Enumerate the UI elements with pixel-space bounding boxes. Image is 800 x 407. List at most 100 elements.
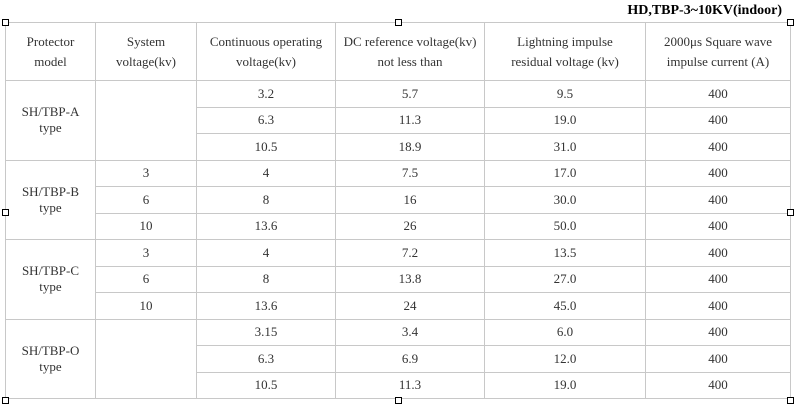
- header-cell: 2000μs Square wave impulse current (A): [645, 22, 791, 81]
- data-row: 6 8 13.8 27.0 400: [6, 265, 791, 293]
- handle: [2, 19, 9, 26]
- cell: 31.0: [484, 133, 646, 161]
- cell: 3.4: [335, 318, 485, 346]
- handle: [787, 397, 794, 404]
- title: HD,TBP-3~10KV(indoor): [627, 3, 782, 18]
- cell: 9.5: [484, 80, 646, 108]
- cell: 10.5: [196, 371, 336, 399]
- spec-table: Protector model System voltage(kv) Continuou…: [5, 22, 791, 399]
- cell-line: System: [126, 33, 166, 49]
- cell: 7.5: [335, 159, 485, 187]
- cell: 400: [645, 106, 791, 134]
- cell: 4: [196, 159, 336, 187]
- cell: 26: [335, 212, 485, 240]
- cell: 400: [645, 318, 791, 346]
- handle: [787, 19, 794, 26]
- cell-line: voltage(kv): [116, 53, 176, 69]
- handle: [395, 397, 402, 404]
- data-row: SH/TBP-B type 3 4 7.5 17.0 400: [5, 159, 791, 240]
- cell: 45.0: [484, 292, 646, 320]
- cell-line: residual voltage (kv): [511, 53, 619, 69]
- cell: 13.8: [335, 265, 485, 293]
- cell: 5.7: [335, 80, 485, 108]
- cell: 7.2: [335, 239, 485, 267]
- cell-line: Continuous operating: [209, 33, 323, 49]
- cell: 3: [95, 239, 197, 267]
- data-row: 10.5 18.9 31.0 400: [6, 133, 791, 161]
- data-row: 6.3 11.3 19.0 400: [6, 106, 791, 134]
- header-cell: DC reference voltage(kv) not less than: [335, 22, 485, 81]
- data-row: SH/TBP-O type 3.15 3.4 6.0 400: [5, 318, 791, 399]
- cell: 400: [645, 133, 791, 161]
- cell-line: SH/TBP-C: [21, 263, 80, 279]
- cell: 19.0: [484, 106, 646, 134]
- data-row: 10 13.6 26 50.0 400: [6, 212, 791, 240]
- cell-line: SH/TBP-B: [21, 183, 80, 199]
- model-cell: SH/TBP-O type: [5, 318, 96, 399]
- cell: 400: [645, 186, 791, 214]
- cell: 400: [645, 239, 791, 267]
- cell: 400: [645, 159, 791, 187]
- cell: 10.5: [196, 133, 336, 161]
- cell: 8: [196, 265, 336, 293]
- cell: 30.0: [484, 186, 646, 214]
- cell-line: type: [39, 120, 62, 136]
- cell-line: voltage(kv): [236, 53, 296, 69]
- cell: 10: [95, 292, 197, 320]
- data-row: 6 8 16 30.0 400: [6, 186, 791, 214]
- cell: 6.3: [196, 345, 336, 373]
- cell: 17.0: [484, 159, 646, 187]
- cell: 19.0: [484, 371, 646, 399]
- cell: 8: [196, 186, 336, 214]
- model-cell: SH/TBP-A type: [5, 80, 96, 161]
- cell: 6.9: [335, 345, 485, 373]
- empty-cell: [95, 318, 197, 399]
- handle: [2, 209, 9, 216]
- header-cell: Continuous operating voltage(kv): [196, 22, 336, 81]
- header-cell: Lightning impulse residual voltage (kv): [484, 22, 646, 81]
- cell: 27.0: [484, 265, 646, 293]
- data-row: SH/TBP-A type 3.2 5.7 9.5 400: [5, 80, 791, 161]
- data-row: 10 13.6 24 45.0 400: [6, 292, 791, 320]
- data-row: SH/TBP-C type 3 4 7.2 13.5 400: [5, 239, 791, 320]
- handle: [2, 397, 9, 404]
- cell: 4: [196, 239, 336, 267]
- cell-line: type: [39, 358, 62, 374]
- cell: 3: [95, 159, 197, 187]
- cell: 400: [645, 371, 791, 399]
- cell-line: not less than: [377, 53, 443, 69]
- cell: 6.0: [484, 318, 646, 346]
- empty-cell: [95, 80, 197, 161]
- header-row: Protector model System voltage(kv) Continuou…: [5, 22, 791, 81]
- cell: 13.6: [196, 292, 336, 320]
- cell: 11.3: [335, 371, 485, 399]
- header-cell: System voltage(kv): [95, 22, 197, 81]
- cell-line: DC reference voltage(kv): [343, 33, 477, 49]
- cell: 6: [95, 186, 197, 214]
- cell: 6: [95, 265, 197, 293]
- cell: 24: [335, 292, 485, 320]
- cell-line: SH/TBP-O: [21, 342, 80, 358]
- data-row: 10.5 11.3 19.0 400: [6, 371, 791, 399]
- model-cell: SH/TBP-B type: [5, 159, 96, 240]
- header-cell: Protector model: [5, 22, 96, 81]
- cell: 16: [335, 186, 485, 214]
- cell-line: model: [34, 53, 67, 69]
- handle: [787, 209, 794, 216]
- data-row: 6.3 6.9 12.0 400: [6, 345, 791, 373]
- cell: 50.0: [484, 212, 646, 240]
- cell: 400: [645, 292, 791, 320]
- cell: 400: [645, 265, 791, 293]
- cell: 18.9: [335, 133, 485, 161]
- cell-line: type: [39, 279, 62, 295]
- cell-line: SH/TBP-A: [21, 104, 80, 120]
- cell: 400: [645, 212, 791, 240]
- cell: 400: [645, 345, 791, 373]
- cell-line: type: [39, 199, 62, 215]
- cell: 13.5: [484, 239, 646, 267]
- cell: 3.15: [196, 318, 336, 346]
- model-cell: SH/TBP-C type: [5, 239, 96, 320]
- cell: 10: [95, 212, 197, 240]
- cell: 11.3: [335, 106, 485, 134]
